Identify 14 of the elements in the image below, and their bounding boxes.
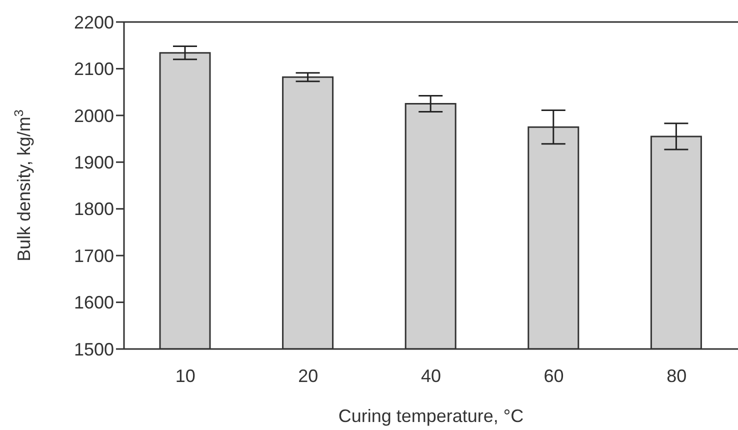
- x-tick-label: 20: [298, 366, 318, 386]
- y-tick-label: 1600: [74, 292, 114, 313]
- y-tick-label: 1700: [74, 246, 114, 266]
- x-tick-label: 60: [544, 366, 564, 386]
- y-tick-label: 2100: [74, 59, 114, 80]
- x-tick-label: 80: [666, 366, 687, 386]
- x-tick-label: 10: [175, 366, 196, 386]
- y-tick-label: 1800: [74, 199, 114, 220]
- y-tick-label: 1500: [74, 339, 114, 360]
- x-tick-label: 40: [420, 366, 442, 386]
- y-tick-label: 1900: [74, 152, 114, 173]
- y-tick-label: 2000: [74, 106, 114, 126]
- y-tick-label: 2200: [74, 12, 114, 32]
- x-axis-title: Curing temperature, °C: [338, 406, 524, 426]
